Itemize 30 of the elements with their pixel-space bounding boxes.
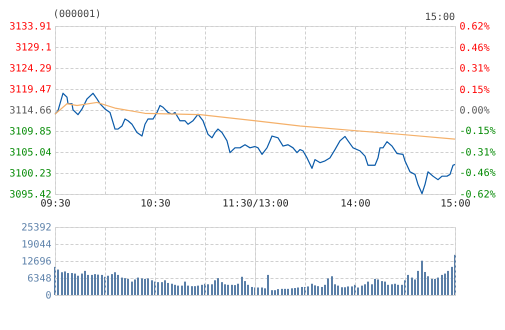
text: 0.00% — [460, 106, 490, 116]
y-tick-label: 25392 — [21, 222, 52, 234]
y-tick-label: 3095.42 — [9, 190, 52, 200]
x-tick-label: 10:30 — [140, 198, 171, 210]
y-tick-label: 6348 — [27, 274, 52, 284]
y-tick-label: 0 — [45, 290, 52, 302]
y-tick-label: 19044 — [21, 240, 52, 250]
y-tick-label: 3109.85 — [9, 126, 52, 138]
text: 0.31% — [460, 64, 490, 74]
text: 0.62% — [460, 22, 490, 32]
x-tick-label: 15:00 — [440, 198, 471, 210]
text: 15:00 — [424, 12, 455, 23]
x-tick-label: 09:30 — [40, 198, 71, 210]
y-tick-label: 3100.23 — [9, 168, 52, 180]
y-tick-label: 3129.1 — [15, 42, 52, 54]
y-tick-label: 12696 — [21, 256, 52, 268]
text: -0.15% — [460, 126, 496, 137]
text: -0.62% — [460, 190, 496, 200]
y-tick-label: 3124.29 — [9, 63, 52, 74]
y-tick-label: 3114.66 — [9, 106, 52, 117]
y-tick-label: 3133.91 — [9, 22, 52, 32]
x-tick-label: 11:30/13:00 — [222, 198, 289, 210]
chart-title: (000001) — [53, 9, 102, 20]
x-tick-label: 14:00 — [340, 198, 371, 210]
text: 0.46% — [460, 43, 490, 54]
text: -0.31% — [460, 148, 496, 158]
y-tick-label: 3105.04 — [9, 148, 52, 159]
y-tick-label: 3119.47 — [9, 84, 52, 96]
text: -0.46% — [460, 168, 496, 179]
text: 0.15% — [460, 85, 490, 96]
